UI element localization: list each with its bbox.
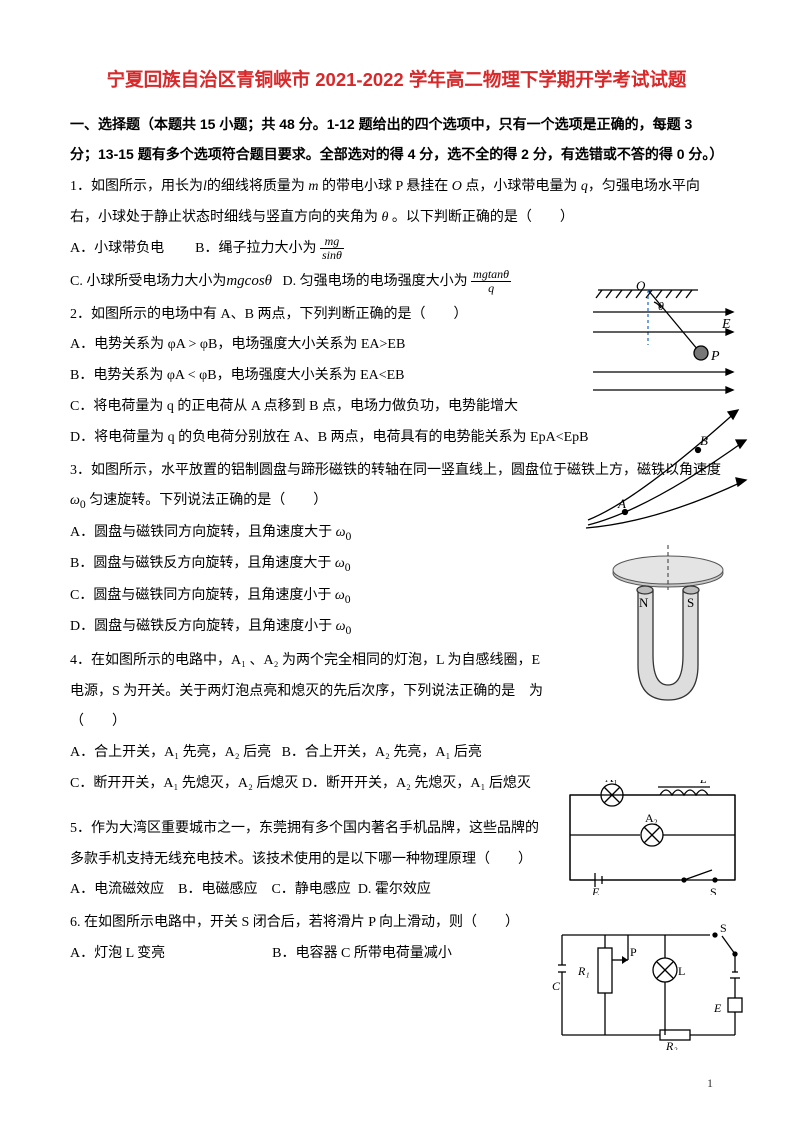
f4-S: S bbox=[710, 885, 717, 895]
question-1: 1．如图所示，用长为l的细线将质量为 m 的带电小球 P 悬挂在 O 点，小球带… bbox=[70, 172, 723, 234]
q1-C-val: mgcosθ bbox=[226, 273, 272, 289]
figure-q3: N S bbox=[603, 545, 733, 715]
f2-A: A bbox=[617, 496, 626, 511]
f5-R1: R₁ bbox=[577, 964, 590, 978]
f5-R2: R₂ bbox=[665, 1039, 678, 1050]
f5-E: E bbox=[713, 1001, 722, 1015]
q3-C-pre: C．圆盘与磁铁同方向旋转，且角速度小于 bbox=[70, 588, 335, 603]
q2-C-txt: C．将电荷量为 q 的正电荷从 A 点移到 B 点，电场力做负功，电势能增大 bbox=[70, 399, 518, 414]
f4-L: L bbox=[699, 780, 707, 786]
q4-C: C．断开开关，A₁ 先熄灭，A₂ 后熄灭 bbox=[70, 776, 298, 791]
figure-q5: C R₁ P L S E r R₂ bbox=[550, 920, 745, 1050]
q3-B-pre: B．圆盘与磁铁反方向旋转，且角速度大于 bbox=[70, 556, 335, 571]
q4-B: B．合上开关，A₂ 先亮，A₁ 后亮 bbox=[282, 745, 482, 760]
q5-C: C．静电感应 bbox=[271, 882, 350, 897]
f5-L: L bbox=[678, 964, 685, 978]
q1-stem-a: 1．如图所示，用长为 bbox=[70, 179, 203, 194]
q2-A-txt: A．电势关系为 φA > φB，电场强度大小关系为 EA>EB bbox=[70, 337, 405, 352]
q5-B: B．电磁感应 bbox=[178, 882, 257, 897]
q1-D-pre: D. 匀强电场的电场强度大小为 bbox=[283, 274, 468, 289]
q2-D-txt: D．将电荷量为 q 的负电荷分别放在 A、B 两点，电荷具有的电势能关系为 Ep… bbox=[70, 430, 589, 445]
q3-stem-b: 匀速旋转。下列说法正确的是（ ） bbox=[86, 493, 328, 508]
page-number: 1 bbox=[707, 1070, 713, 1096]
figure-q1: O θ E P bbox=[588, 280, 738, 395]
f4-A1: A₁ bbox=[605, 780, 618, 785]
q1-stem-c: 的带电小球 P 悬挂在 bbox=[319, 179, 452, 194]
figure-q4: A₁ L A₂ E S bbox=[560, 780, 745, 895]
q3-D-pre: D．圆盘与磁铁反方向旋转，且角速度小于 bbox=[70, 619, 336, 634]
q1-stem-d: 点，小球带电量为 bbox=[462, 179, 581, 194]
q1-options: A．小球带负电 B．绳子拉力大小为 mgsinθ bbox=[70, 234, 723, 265]
f1-O: O bbox=[636, 280, 646, 293]
q4-A: A．合上开关，A₁ 先亮，A₂ 后亮 bbox=[70, 745, 271, 760]
q5-A: A．电流磁效应 bbox=[70, 882, 164, 897]
q4-row1: A．合上开关，A₁ 先亮，A₂ 后亮 B．合上开关，A₂ 先亮，A₁ 后亮 bbox=[70, 738, 723, 769]
f1-E: E bbox=[721, 317, 731, 332]
q1-D-frac: mgtanθq bbox=[471, 268, 511, 295]
q1-B-frac: mgsinθ bbox=[320, 235, 344, 262]
q4-stem-a: 4．在如图所示的电路中，A₁ 、A₂ 为两个完全相同的灯泡，L 为自感线圈，E bbox=[70, 653, 540, 668]
q6-B: B．电容器 C 所带电荷量减小 bbox=[272, 946, 452, 961]
q6-A: A．灯泡 L 变亮 bbox=[70, 946, 165, 961]
page-title: 宁夏回族自治区青铜峡市 2021-2022 学年高二物理下学期开学考试试题 bbox=[70, 60, 723, 101]
f3-S: S bbox=[687, 595, 694, 610]
q1-C-pre: C. 小球所受电场力大小为 bbox=[70, 274, 226, 289]
q5-D: D. 霍尔效应 bbox=[358, 882, 431, 897]
f5-C: C bbox=[552, 979, 561, 993]
f4-A2: A₂ bbox=[645, 811, 658, 825]
section-header: 一、选择题（本题共 15 小题；共 48 分。1-12 题给出的四个选项中，只有… bbox=[70, 109, 723, 171]
q3-A-pre: A．圆盘与磁铁同方向旋转，且角速度大于 bbox=[70, 525, 336, 540]
q1-stem-b: 的细线将质量为 bbox=[207, 179, 309, 194]
q1-stem-f: 。以下判断正确的是（ ） bbox=[388, 210, 574, 225]
f2-B: B bbox=[700, 433, 708, 448]
q1-A: A．小球带负电 bbox=[70, 241, 164, 256]
f1-P: P bbox=[710, 349, 720, 364]
q1-B-pre: B．绳子拉力大小为 bbox=[195, 241, 316, 256]
f4-E: E bbox=[591, 885, 600, 895]
q2-B-txt: B．电势关系为 φA < φB，电场强度大小关系为 EA<EB bbox=[70, 368, 405, 383]
f1-theta: θ bbox=[658, 299, 664, 313]
f3-N: N bbox=[639, 595, 649, 610]
f5-S: S bbox=[720, 921, 727, 935]
f5-P: P bbox=[630, 945, 637, 959]
figure-q2: A B bbox=[578, 400, 748, 530]
q4-D: D．断开开关，A₂ 先熄灭，A₁ 后熄灭 bbox=[302, 776, 531, 791]
